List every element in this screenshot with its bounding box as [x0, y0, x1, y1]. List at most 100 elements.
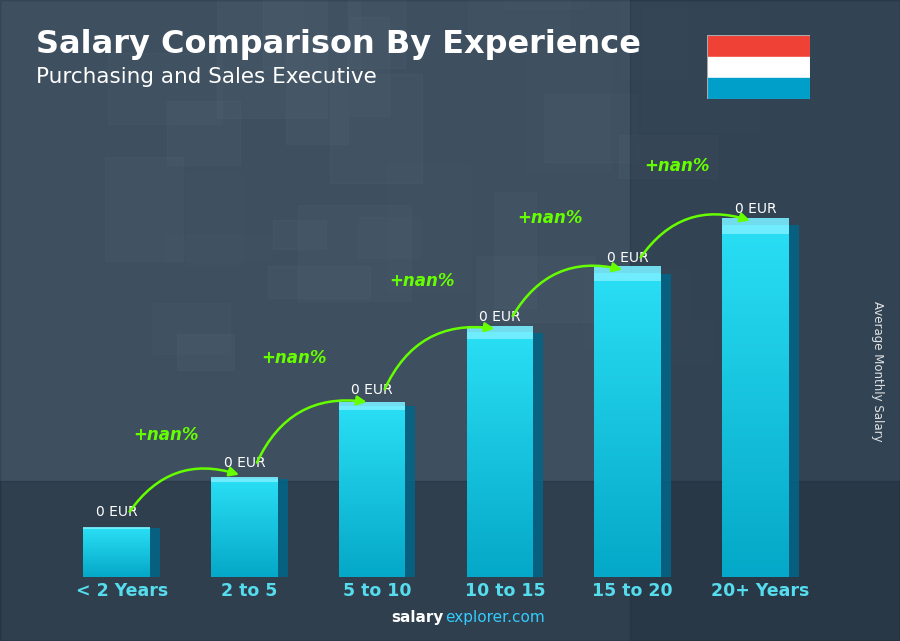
Bar [466, 436, 533, 440]
Bar [212, 542, 278, 544]
Bar [722, 383, 788, 388]
Bar [212, 534, 278, 535]
Bar [466, 403, 533, 406]
Bar [722, 387, 788, 392]
Text: 0 EUR: 0 EUR [96, 505, 138, 519]
Bar [338, 564, 406, 566]
Bar [722, 365, 788, 370]
Bar [608, 0, 668, 63]
Bar [594, 288, 661, 293]
Bar [722, 321, 788, 326]
Bar [338, 422, 406, 425]
Bar [212, 483, 278, 484]
Bar [594, 315, 661, 319]
Bar [338, 410, 406, 412]
Bar [338, 495, 406, 498]
Bar [466, 433, 533, 437]
Bar [338, 523, 406, 526]
Bar [594, 383, 661, 388]
Bar [338, 483, 406, 485]
Bar [594, 489, 661, 494]
Bar [722, 242, 788, 247]
Bar [212, 496, 278, 497]
Bar [212, 545, 278, 546]
Bar [466, 406, 533, 409]
Bar [338, 574, 406, 577]
Bar [338, 431, 406, 433]
Bar [212, 524, 278, 526]
Bar [338, 549, 406, 551]
Bar [594, 361, 661, 365]
Bar [594, 444, 661, 448]
Bar [722, 471, 788, 476]
Bar [416, 195, 512, 281]
Bar [722, 537, 788, 542]
Bar [594, 451, 661, 456]
Bar [338, 419, 406, 420]
Bar [594, 535, 661, 539]
Bar [722, 563, 788, 568]
Bar [466, 360, 533, 363]
Bar [338, 572, 406, 575]
Bar [722, 370, 788, 374]
Bar [466, 570, 533, 574]
Bar [212, 503, 278, 505]
Bar [722, 572, 788, 577]
Bar [722, 273, 788, 278]
Bar [594, 520, 661, 524]
Bar [338, 478, 406, 481]
Bar [722, 453, 788, 458]
Bar [212, 506, 278, 507]
Bar [594, 542, 661, 547]
Bar [84, 571, 150, 572]
Bar [722, 260, 788, 265]
Bar [338, 465, 406, 468]
Bar [594, 493, 661, 497]
Bar [338, 453, 406, 455]
Bar [338, 521, 406, 524]
Bar [466, 445, 533, 449]
Bar [212, 551, 278, 553]
Bar [722, 233, 788, 238]
Bar [594, 338, 661, 342]
Bar [84, 554, 150, 555]
Bar [338, 526, 406, 528]
Bar [212, 515, 278, 516]
Bar [722, 339, 788, 344]
Bar [212, 549, 278, 550]
Bar [466, 497, 533, 501]
Bar [706, 56, 810, 78]
Bar [212, 553, 278, 554]
Bar [160, 0, 256, 75]
Bar [338, 427, 406, 429]
Bar [174, 73, 286, 185]
Bar [84, 528, 150, 529]
Bar [338, 449, 406, 451]
Bar [466, 506, 533, 510]
Bar [594, 421, 661, 426]
Bar [722, 410, 788, 414]
Bar [466, 540, 533, 544]
Bar [722, 282, 788, 287]
Bar [594, 357, 661, 361]
Bar [594, 572, 661, 577]
Bar [594, 330, 661, 335]
Bar [212, 569, 278, 570]
Bar [212, 542, 278, 543]
Bar [421, 0, 510, 63]
Bar [84, 529, 150, 530]
Bar [338, 459, 406, 462]
Bar [722, 247, 788, 251]
Bar [594, 562, 661, 565]
Bar [212, 522, 278, 523]
Bar [285, 309, 342, 353]
Bar [212, 544, 278, 545]
Bar [338, 470, 406, 472]
Bar [212, 504, 278, 506]
Bar [466, 476, 533, 479]
Bar [466, 427, 533, 430]
Bar [594, 300, 661, 304]
Bar [722, 444, 788, 449]
Bar [84, 535, 150, 536]
Bar [212, 527, 278, 528]
